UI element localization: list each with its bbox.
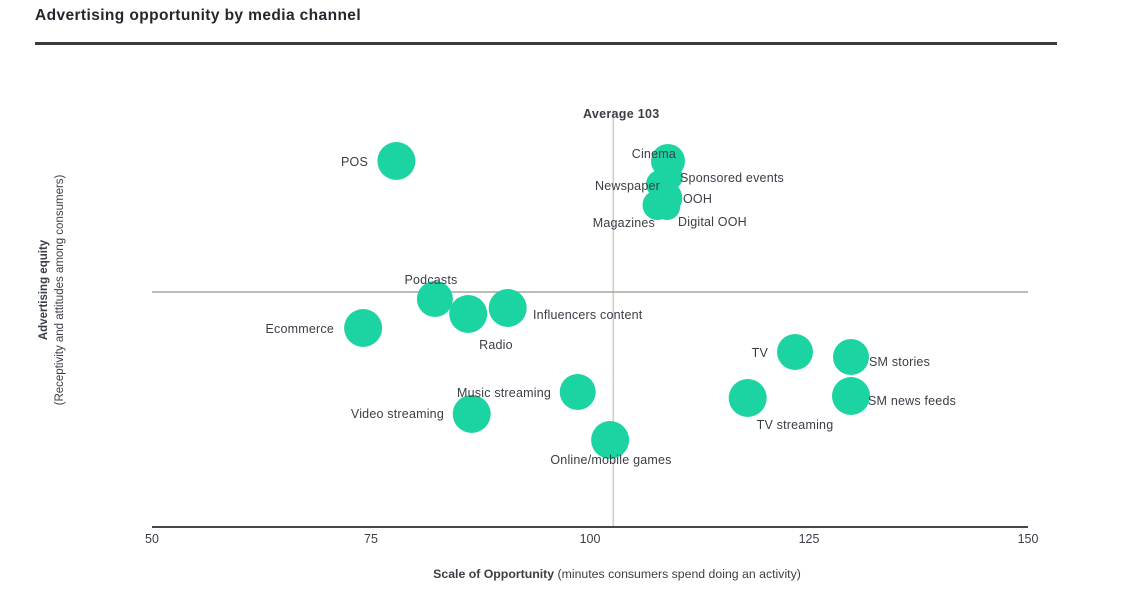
x-tick-75: 75	[364, 532, 378, 546]
label-sm-news-feeds: SM news feeds	[868, 394, 956, 408]
title-rule	[35, 42, 1057, 45]
label-influencers-content: Influencers content	[533, 308, 643, 322]
x-tick-100: 100	[580, 532, 601, 546]
label-ecommerce: Ecommerce	[266, 322, 334, 336]
bubble-influencers-content	[488, 289, 527, 327]
label-tv-streaming: TV streaming	[757, 418, 834, 432]
bubble-ecommerce	[344, 309, 383, 347]
label-sm-stories: SM stories	[869, 355, 930, 369]
label-magazines: Magazines	[593, 216, 655, 230]
label-cinema: Cinema	[632, 147, 676, 161]
label-video-streaming: Video streaming	[351, 407, 444, 421]
label-sponsored-events: Sponsored events	[680, 171, 784, 185]
x-axis-label: Scale of Opportunity (minutes consumers …	[433, 567, 801, 581]
bubble-video-streaming	[452, 395, 491, 433]
label-podcasts: Podcasts	[404, 273, 457, 287]
bubble-radio	[449, 295, 488, 333]
bubble-podcasts	[416, 281, 453, 317]
average-annotation: Average 103	[583, 107, 660, 121]
y-axis-label: Advertising equity (Receptivity and attit…	[38, 174, 66, 405]
label-music-streaming: Music streaming	[457, 386, 551, 400]
x-tick-150: 150	[1018, 532, 1039, 546]
bubble-sm-stories	[833, 339, 869, 375]
bubble-digital-ooh	[654, 194, 681, 220]
label-newspaper: Newspaper	[595, 179, 660, 193]
bubble-tv-streaming	[728, 379, 767, 417]
label-digital-ooh: Digital OOH	[678, 215, 747, 229]
label-online-mobile-games: Online/mobile games	[550, 453, 671, 467]
bubble-sm-news-feeds	[832, 377, 870, 415]
chart-title: Advertising opportunity by media channel	[35, 7, 362, 24]
bubble-pos	[377, 142, 416, 180]
bubble-online-mobile-games	[591, 421, 630, 459]
label-ooh: OOH	[683, 192, 712, 206]
label-pos: POS	[341, 155, 368, 169]
label-tv: TV	[752, 346, 769, 360]
label-radio: Radio	[479, 338, 513, 352]
x-tick-125: 125	[799, 532, 820, 546]
x-tick-50: 50	[145, 532, 159, 546]
bubble-tv	[777, 334, 813, 370]
bubble-music-streaming	[559, 374, 596, 410]
